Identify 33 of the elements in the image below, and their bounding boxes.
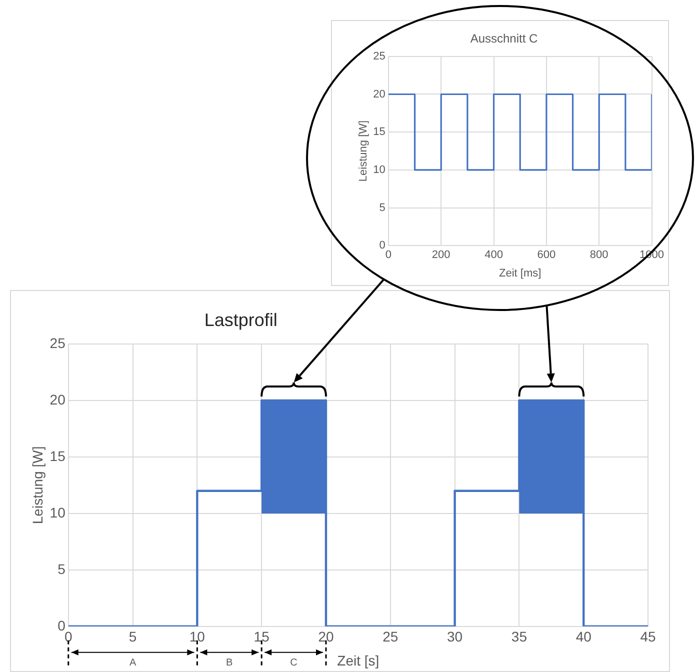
x-axis-title: Zeit [s] — [337, 652, 380, 668]
x-tick-label: 15 — [254, 628, 270, 645]
x-tick-label: 200 — [432, 249, 450, 262]
y-tick-label: 10 — [373, 164, 386, 176]
text: B — [226, 657, 234, 668]
y-tick-label: 0 — [379, 240, 386, 252]
x-tick-label: 45 — [640, 628, 656, 645]
chart-title: Ausschnitt C — [470, 32, 538, 46]
x-tick-label: 5 — [128, 628, 137, 645]
y-tick-label: 20 — [373, 88, 386, 100]
x-tick-label: 400 — [484, 249, 503, 262]
y-tick-label: 5 — [58, 560, 66, 577]
y-tick-label: 15 — [373, 126, 386, 138]
x-tick-label: 10 — [189, 628, 206, 645]
x-tick-label: 30 — [447, 628, 463, 645]
y-tick-label: 15 — [50, 448, 66, 464]
x-axis-title: Zeit [ms] — [499, 267, 542, 280]
y-axis-title: Leistung [W] — [358, 120, 370, 182]
x-tick-label: 35 — [511, 628, 528, 645]
y-tick-label: 20 — [50, 391, 66, 408]
y-tick-label: 5 — [379, 202, 386, 214]
text: C — [290, 657, 298, 668]
text: A — [129, 657, 136, 668]
x-tick-label: 600 — [537, 249, 556, 262]
x-tick-label: 40 — [576, 628, 592, 645]
x-tick-label: 20 — [318, 628, 334, 645]
y-tick-label: 10 — [50, 504, 66, 520]
chart-title: Lastprofil — [204, 310, 278, 331]
y-tick-label: 25 — [373, 50, 386, 62]
y-tick-label: 25 — [50, 334, 66, 351]
x-tick-label: 800 — [590, 249, 608, 262]
y-tick-label: 0 — [58, 617, 66, 634]
y-axis-title: Leistung [W] — [29, 446, 46, 524]
